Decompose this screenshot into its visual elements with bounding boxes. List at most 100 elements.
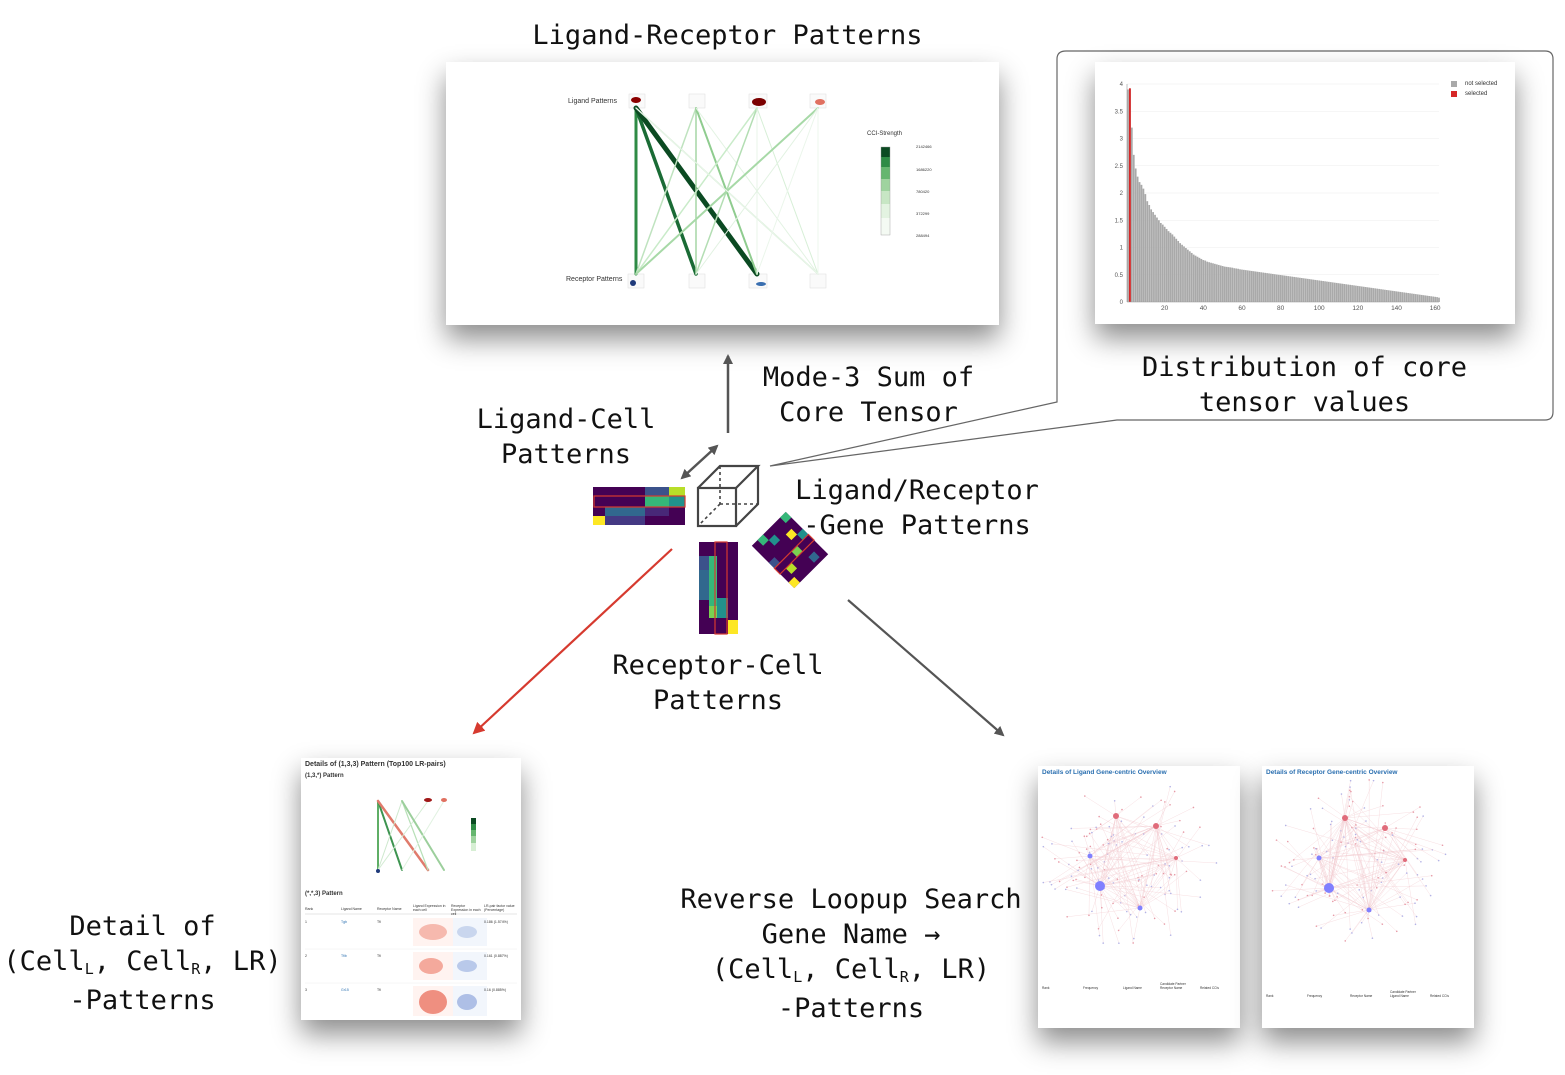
- network-node: [1064, 888, 1067, 891]
- network-edge: [1088, 855, 1091, 916]
- table-row-rank: 2: [305, 954, 307, 958]
- network-node: [1419, 806, 1421, 808]
- bar-not-selected: [1438, 297, 1440, 302]
- network-edge: [1175, 857, 1182, 912]
- network-edge: [1332, 817, 1346, 841]
- network-edge: [1344, 817, 1417, 917]
- network-edge: [1312, 817, 1346, 896]
- network-node: [1344, 940, 1347, 942]
- bar-not-selected: [1146, 201, 1149, 302]
- network-edge: [1333, 909, 1370, 916]
- bar-not-selected: [1192, 254, 1195, 302]
- table-row-factor: 0.186 (1.574%): [484, 920, 508, 924]
- network-node: [1425, 885, 1427, 887]
- network-edge: [1100, 824, 1141, 909]
- bar-not-selected: [1324, 281, 1326, 302]
- network-node: [1050, 883, 1053, 886]
- network-node: [1421, 878, 1424, 880]
- network-node: [1058, 880, 1061, 883]
- table-row-ligand-link[interactable]: Gr15: [341, 988, 349, 992]
- network-edge: [1155, 825, 1171, 894]
- bar-not-selected: [1304, 278, 1307, 302]
- network-edge: [1099, 841, 1123, 887]
- network-node: [1395, 827, 1397, 829]
- network-edge: [1289, 859, 1406, 904]
- network-edge: [1138, 857, 1177, 882]
- network-node: [1041, 836, 1044, 839]
- network-node: [1271, 889, 1274, 892]
- network-node: [1066, 916, 1068, 918]
- network-hub-node: [1403, 858, 1407, 862]
- bar-not-selected: [1277, 274, 1280, 302]
- network-edge: [1310, 827, 1386, 875]
- network-edge: [1368, 872, 1407, 911]
- y-tick-label: 4: [1120, 82, 1124, 88]
- network-node: [1163, 923, 1166, 925]
- network-edge: [1368, 827, 1385, 911]
- network-edge: [1139, 865, 1159, 909]
- network-edge: [1167, 848, 1177, 859]
- bar-not-selected: [1291, 276, 1294, 302]
- network-edge: [1344, 807, 1365, 819]
- receptor-overview-panel[interactable]: Details of Receptor Gene-centric Overvie…: [1262, 766, 1474, 1028]
- ligand-header-rank: Rank: [1042, 986, 1050, 990]
- network-node: [1391, 834, 1394, 836]
- distribution-label: Distribution of core tensor values: [1141, 352, 1468, 418]
- network-node: [1146, 884, 1148, 887]
- bar-not-selected: [1364, 287, 1367, 302]
- network-node: [1340, 841, 1342, 844]
- table-row-ligand-link[interactable]: Tfib: [341, 954, 347, 958]
- bar-not-selected: [1194, 255, 1197, 302]
- network-node: [1084, 795, 1086, 797]
- network-node: [1348, 805, 1351, 807]
- legend-tick: 288494: [916, 233, 930, 238]
- cci-strength-legend-title: CCI-Strength: [867, 131, 903, 137]
- network-node: [1348, 789, 1351, 792]
- x-tick-label: 80: [1277, 305, 1285, 312]
- network-node: [1309, 808, 1312, 810]
- network-node: [1164, 801, 1166, 803]
- network-node: [1311, 853, 1313, 855]
- network-edge: [1175, 857, 1201, 881]
- ligand-overview-panel[interactable]: Details of Ligand Gene-centric Overview …: [1038, 766, 1240, 1028]
- bar-not-selected: [1198, 257, 1201, 302]
- bar-not-selected: [1138, 182, 1141, 302]
- detail-panel[interactable]: Details of (1,3,3) Pattern (Top100 LR-pa…: [301, 758, 521, 1020]
- network-node: [1349, 786, 1351, 788]
- detail-label: Detail of (CellL, CellR, LR) -Patterns: [3, 911, 282, 1016]
- receptor-header-partner: Candidate Partner Ligand Name: [1390, 990, 1416, 998]
- network-edge: [1139, 832, 1184, 909]
- network-edge: [1099, 885, 1119, 919]
- network-node: [1356, 839, 1359, 841]
- network-node: [1288, 861, 1291, 864]
- network-edge: [1344, 817, 1351, 930]
- y-tick-label: 2: [1120, 191, 1124, 197]
- network-node: [1160, 825, 1162, 828]
- network-edge: [1090, 825, 1157, 865]
- network-edge: [1065, 889, 1141, 909]
- network-edge: [1328, 837, 1345, 889]
- network-node: [1365, 820, 1367, 822]
- table-row-ligand-link[interactable]: Tgb: [341, 920, 348, 924]
- bar-not-selected: [1380, 289, 1382, 302]
- network-edge: [1351, 859, 1406, 934]
- network-node: [1166, 847, 1168, 850]
- legend-tick: 1686220: [916, 167, 932, 172]
- bar-not-selected: [1372, 288, 1375, 302]
- network-node: [1102, 844, 1105, 846]
- distribution-panel[interactable]: 0 0.5 1 1.5 2 2.5 3 3.5 4 20 40 60 80 100 120 140 160 no…: [1095, 62, 1515, 324]
- network-edge: [1328, 864, 1405, 889]
- lr-patterns-panel[interactable]: Ligand Patterns Receptor Patterns: [446, 62, 999, 325]
- network-node: [1395, 930, 1398, 933]
- network-node: [1332, 856, 1334, 859]
- network-node: [1042, 845, 1045, 848]
- bar-not-selected: [1254, 271, 1257, 302]
- network-edge: [1090, 846, 1141, 909]
- network-node: [1313, 847, 1315, 849]
- network-edge: [1155, 791, 1175, 827]
- network-edge: [1099, 885, 1145, 898]
- network-edge: [1099, 885, 1127, 912]
- x-tick-label: 120: [1352, 305, 1363, 312]
- network-node: [1107, 877, 1110, 879]
